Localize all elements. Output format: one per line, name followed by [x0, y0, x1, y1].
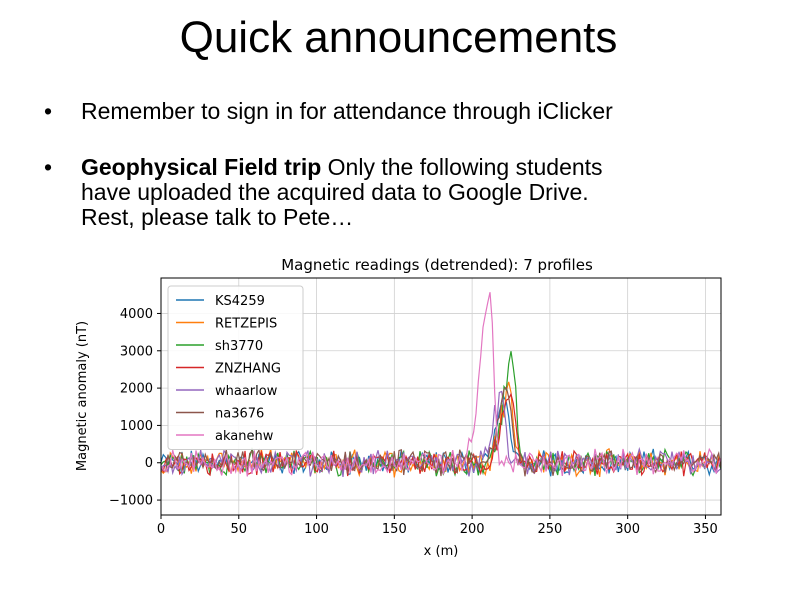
legend-label: whaarlow	[215, 384, 278, 399]
x-tick-label: 0	[157, 522, 165, 537]
slide-title: Quick announcements	[179, 13, 618, 62]
legend-label: KS4259	[215, 294, 265, 309]
y-tick-label: 2000	[120, 382, 153, 397]
bullet-text: Remember to sign in for attendance throu…	[81, 98, 613, 124]
chart-series-lines	[161, 292, 721, 478]
chart-title: Magnetic readings (detrended): 7 profile…	[281, 256, 593, 274]
y-tick-label: 4000	[120, 307, 153, 322]
chart-ticks: 0 50 100 150 200 250 300 350 −1000 0 1000 2000 3000 4…	[109, 307, 718, 537]
y-tick-label: −1000	[109, 494, 153, 509]
x-tick-label: 50	[231, 522, 248, 537]
series-line-na3676	[161, 386, 721, 477]
chart-legend: KS4259 RETZEPIS sh3770 ZNZHANG whaarlow na367…	[167, 285, 304, 450]
bullet-line-2: have uploaded the acquired data to Googl…	[81, 179, 589, 205]
legend-label: na3676	[215, 407, 264, 422]
plot-frame	[160, 277, 722, 516]
bullet-bold-text: Geophysical Field trip	[81, 154, 322, 180]
x-tick-label: 100	[304, 522, 329, 537]
bullet-text-cont: Only the following students	[321, 154, 603, 180]
y-tick-label: 3000	[120, 344, 153, 359]
x-axis-label: x (m)	[424, 544, 459, 559]
magnetic-chart: Magnetic readings (detrended): 7 profile…	[75, 256, 722, 559]
series-line-akanehw	[161, 292, 721, 477]
x-tick-label: 150	[382, 522, 407, 537]
series-line-whaarlow	[161, 390, 721, 477]
y-tick-label: 1000	[120, 419, 153, 434]
bullet-marker: •	[44, 154, 53, 180]
bullet-line-3: Rest, please talk to Pete…	[81, 204, 354, 230]
x-tick-label: 250	[537, 522, 562, 537]
x-tick-label: 200	[460, 522, 485, 537]
y-axis-label: Magnetic anomaly (nT)	[75, 321, 90, 471]
legend-label: akanehw	[215, 429, 274, 444]
legend-box	[167, 285, 304, 450]
bullet-text: Geophysical Field trip Only the followin…	[81, 155, 603, 230]
legend-label: ZNZHANG	[215, 362, 281, 377]
bullet-marker: •	[44, 98, 53, 124]
x-tick-label: 350	[693, 522, 718, 537]
legend-label: sh3770	[215, 339, 263, 354]
y-tick-label: 0	[145, 456, 153, 471]
x-tick-label: 300	[615, 522, 640, 537]
legend-label: RETZEPIS	[215, 317, 277, 332]
